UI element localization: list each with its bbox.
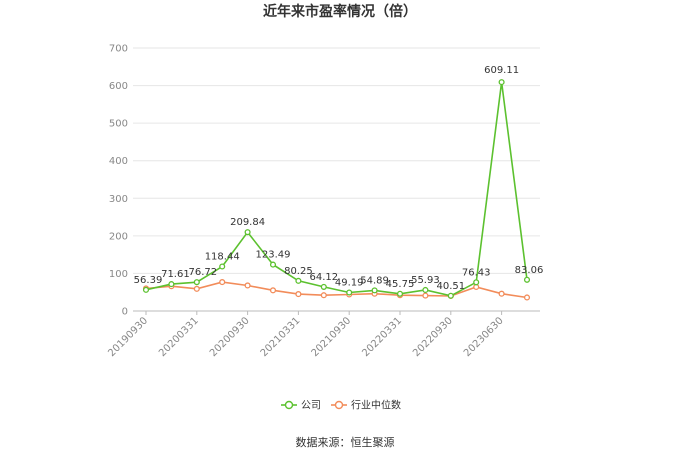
data-label: 83.06 (515, 265, 544, 276)
data-label: 49.19 (335, 278, 364, 289)
x-tick-label: 20220930 (411, 315, 455, 359)
data-point (320, 292, 327, 299)
legend[interactable]: 公司 行业中位数 (281, 399, 401, 412)
data-point (320, 283, 327, 290)
data-point (244, 282, 251, 289)
data-point (523, 294, 531, 301)
data-point (142, 286, 150, 293)
y-tick-label: 200 (109, 231, 128, 242)
data-label: 56.39 (134, 275, 163, 286)
chart-title: 近年来市盈率情况（倍） (263, 3, 417, 20)
y-tick-label: 400 (109, 156, 128, 167)
data-point (269, 287, 277, 294)
data-point (219, 279, 226, 286)
data-point (498, 290, 505, 297)
data-label: 76.43 (462, 267, 491, 278)
data-label: 118.44 (205, 252, 240, 263)
data-label: 64.12 (309, 272, 338, 283)
y-tick-label: 100 (109, 269, 128, 280)
x-tick-label: 20210331 (259, 315, 303, 359)
series-group (142, 79, 531, 301)
data-point (396, 290, 404, 297)
data-label: 609.11 (484, 65, 519, 76)
y-tick-label: 500 (109, 119, 128, 130)
series-line (145, 281, 528, 299)
data-label: 54.89 (360, 275, 389, 286)
data-point (219, 263, 226, 270)
data-point (371, 287, 378, 294)
data-label: 71.61 (161, 269, 190, 280)
y-axis: 0 100 200 300 400 500 600 700 (109, 44, 128, 318)
data-label: 209.84 (230, 217, 265, 228)
legend-label: 行业中位数 (351, 399, 401, 412)
data-label: 80.25 (284, 266, 313, 277)
x-tick-label: 20200930 (208, 315, 252, 359)
data-point (498, 79, 505, 86)
data-point (295, 277, 302, 284)
x-tick-label: 20200331 (157, 315, 201, 359)
x-tick-label: 20230630 (462, 315, 506, 359)
y-tick-label: 0 (122, 307, 128, 318)
y-tick-label: 300 (109, 194, 128, 205)
legend-label: 公司 (301, 401, 321, 412)
x-tick-label: 20190930 (106, 315, 150, 359)
data-point (193, 279, 200, 286)
x-tick-label: 20220331 (360, 315, 404, 359)
data-point (346, 289, 353, 296)
data-point (269, 261, 277, 268)
data-point (422, 292, 429, 299)
data-label: 76.72 (188, 267, 217, 278)
data-point (447, 292, 454, 299)
data-point (193, 285, 200, 292)
legend-item[interactable]: 行业中位数 (331, 399, 401, 412)
data-point (168, 281, 175, 288)
data-point (295, 291, 302, 298)
data-point (473, 279, 480, 286)
series-line (145, 81, 528, 297)
source-note: 数据来源：恒生聚源 (296, 435, 395, 449)
x-axis: 20190930 20200331 20200930 20210331 20210930… (106, 310, 540, 359)
y-tick-label: 600 (109, 81, 128, 92)
data-label: 40.51 (436, 281, 465, 292)
data-point (523, 276, 531, 283)
legend-marker (284, 400, 294, 410)
legend-item[interactable]: 公司 (281, 401, 321, 412)
data-point (244, 229, 251, 236)
data-label: 55.93 (411, 275, 440, 286)
data-point (422, 286, 429, 294)
y-tick-label: 700 (109, 44, 128, 55)
data-label: 123.49 (256, 250, 291, 261)
grid-lines (133, 47, 540, 274)
legend-marker (334, 400, 344, 410)
x-tick-label: 20210930 (310, 315, 354, 359)
data-label: 45.75 (386, 279, 415, 290)
